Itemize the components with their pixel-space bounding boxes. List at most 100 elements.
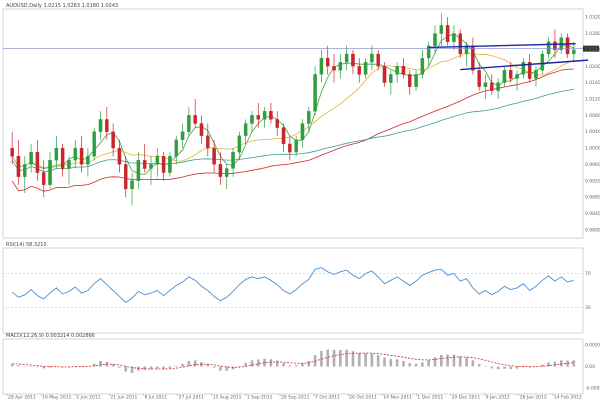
ma-slow-line <box>12 69 574 191</box>
candle-body <box>80 148 83 164</box>
candle-body <box>478 70 481 86</box>
price-scale-label: 0.9880 <box>585 195 600 201</box>
price-header: AUDUSD,Daily 1.0215 1.0263 1.0180 1.0243 <box>6 3 118 9</box>
price-panel-frame <box>3 9 583 238</box>
candle-body <box>124 164 127 189</box>
candle-body <box>471 46 474 71</box>
macd-histogram-bar <box>295 365 298 366</box>
macd-histogram-bar <box>181 364 184 367</box>
macd-histogram-bar <box>124 367 127 372</box>
candle-body <box>55 148 58 160</box>
macd-histogram-bar <box>282 363 285 366</box>
macd-histogram-bar <box>390 359 393 367</box>
candle-body <box>497 83 500 91</box>
candle-body <box>269 111 272 119</box>
x-tick-label: 1 Dec 2011 <box>417 395 443 401</box>
candle-body <box>213 148 216 164</box>
candle-body <box>67 160 70 168</box>
candle-body <box>307 111 310 123</box>
candle-body <box>36 152 39 172</box>
macd-histogram-bar <box>143 367 146 370</box>
candle-body <box>522 62 525 74</box>
candle-body <box>383 66 386 82</box>
ma-mid-line <box>12 53 574 168</box>
candle-body <box>282 128 285 144</box>
candle-body <box>149 164 152 168</box>
candle-body <box>396 66 399 74</box>
candle-body <box>332 66 335 70</box>
candle-body <box>105 119 108 131</box>
candle-body <box>446 25 449 41</box>
x-tick-label: 20 Dec 2011 <box>452 395 481 401</box>
candle-body <box>200 124 203 136</box>
candle-body <box>295 140 298 152</box>
macd-histogram-bar <box>478 364 481 367</box>
candle-body <box>370 54 373 62</box>
x-tick-label: 20 Sep 2011 <box>281 395 310 401</box>
macd-histogram-bar <box>36 367 39 368</box>
macd-histogram-bar <box>232 367 235 370</box>
candle-body <box>377 54 380 66</box>
x-tick-label: 1 Sep 2011 <box>247 395 273 401</box>
macd-histogram-bar <box>446 355 449 367</box>
candle-body <box>572 50 575 54</box>
candle-body <box>484 83 487 87</box>
candle-body <box>11 148 14 156</box>
macd-histogram-bar <box>175 366 178 367</box>
macd-histogram-bar <box>465 358 468 367</box>
price-scale-label: 1.0320 <box>585 15 600 21</box>
candle-body <box>313 74 316 111</box>
price-scale-label: 0.9800 <box>585 227 600 233</box>
x-tick-label: 14 Feb 2012 <box>554 395 582 401</box>
candle-body <box>225 168 228 176</box>
macd-histogram-bar <box>554 362 557 367</box>
macd-histogram-bar <box>156 367 159 369</box>
macd-histogram-bar <box>118 367 121 368</box>
candle-body <box>509 70 512 78</box>
macd-histogram-bar <box>42 367 45 369</box>
candle-body <box>17 156 20 176</box>
macd-histogram-bar <box>99 361 102 367</box>
price-scale-label: 0.9920 <box>585 178 600 184</box>
x-tick-label: 21 Jun 2011 <box>110 395 137 401</box>
candle-body <box>326 58 329 66</box>
candle-body <box>29 152 32 164</box>
candle-body <box>490 83 493 91</box>
candle-body <box>206 136 209 148</box>
x-tick-label: 7 Oct 2011 <box>315 395 340 401</box>
macd-histogram-bar <box>333 350 336 367</box>
macd-histogram-bar <box>497 367 500 370</box>
price-scale-label: 1.0280 <box>585 31 600 37</box>
candle-body <box>566 38 569 54</box>
candle-body <box>389 74 392 82</box>
x-tick-label: 15 Aug 2011 <box>213 395 242 401</box>
candle-body <box>238 136 241 152</box>
candle-body <box>181 132 184 140</box>
candle-body <box>364 62 367 74</box>
price-scale-label: 1.0120 <box>585 96 600 102</box>
macd-histogram-bar <box>257 359 260 366</box>
candle-body <box>175 140 178 156</box>
macd-histogram-bar <box>169 367 172 369</box>
candle-body <box>156 156 159 164</box>
macd-histogram-bar <box>219 367 222 371</box>
macd-histogram-bar <box>301 363 304 366</box>
candle-body <box>162 156 165 172</box>
macd-histogram-bar <box>421 362 424 366</box>
macd-histogram-bar <box>17 365 20 366</box>
price-scale-label: 1.0000 <box>585 146 600 152</box>
candle-body <box>86 156 89 164</box>
macd-histogram-bar <box>472 360 475 366</box>
price-scale-label: 1.0160 <box>585 80 600 86</box>
x-tick-label: 26 Jan 2012 <box>520 395 547 401</box>
x-tick-label: 2 Jun 2011 <box>76 395 100 401</box>
candle-body <box>503 70 506 82</box>
candle-body <box>118 148 121 164</box>
candle-body <box>112 132 115 148</box>
macd-histogram-bar <box>560 360 563 366</box>
candle-body <box>339 62 342 70</box>
macd-scale-label: 0.0093 <box>585 343 600 349</box>
macd-histogram-bar <box>503 367 506 369</box>
